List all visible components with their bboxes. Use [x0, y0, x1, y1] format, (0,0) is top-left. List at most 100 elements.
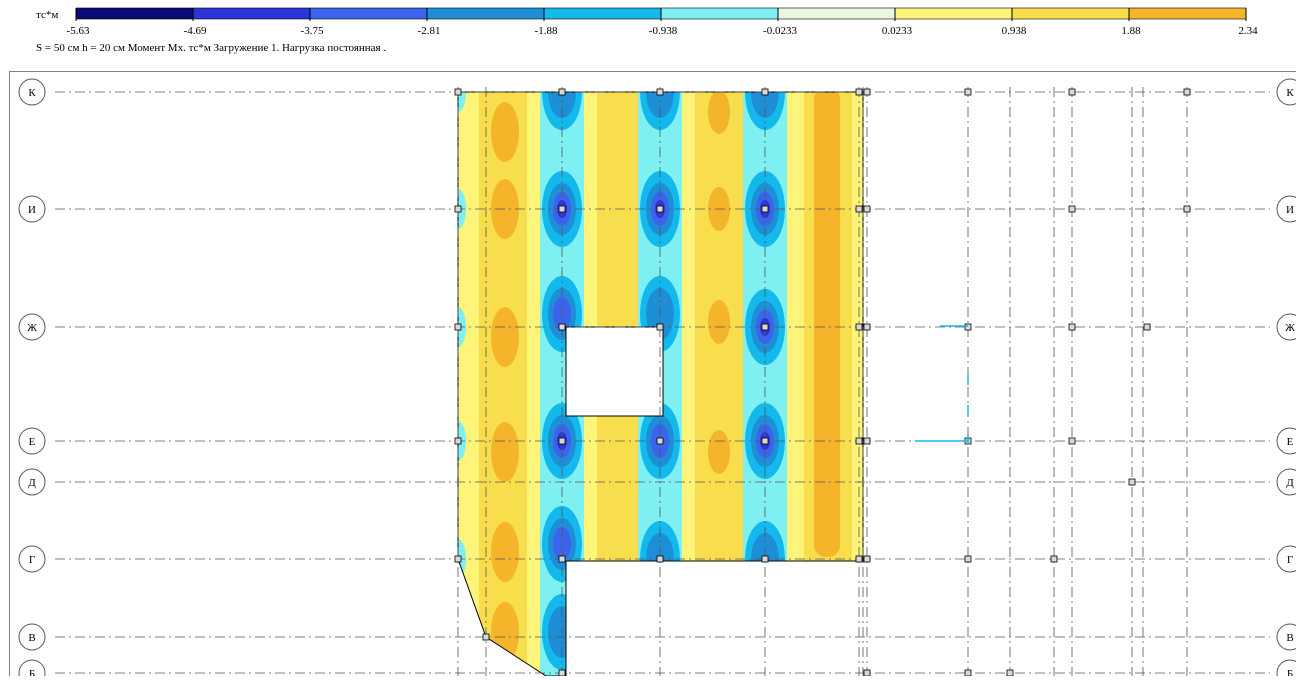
node-marker[interactable] — [964, 669, 972, 677]
axis-marker: В — [1276, 623, 1304, 651]
legend-tick-label: 0.0233 — [882, 25, 913, 37]
axis-marker: Б — [18, 659, 46, 681]
node-marker[interactable] — [855, 323, 863, 331]
node-marker[interactable] — [1068, 323, 1076, 331]
node-marker[interactable] — [454, 555, 462, 563]
node-marker[interactable] — [1068, 437, 1076, 445]
legend-tick-label: -2.81 — [418, 25, 441, 37]
legend-tick-label: -1.88 — [535, 25, 558, 37]
node-marker[interactable] — [964, 555, 972, 563]
row-axis-markers-left: К И Ж Е Д Г В Б — [18, 78, 46, 681]
node-marker[interactable] — [964, 323, 972, 331]
axis-marker: Е — [1276, 427, 1304, 455]
node-marker[interactable] — [454, 205, 462, 213]
node-marker[interactable] — [855, 88, 863, 96]
drawing-viewport[interactable]: К И Ж Е Д Г В Б К И Ж Е Д Г В Б — [9, 71, 1304, 681]
node-marker[interactable] — [863, 555, 871, 563]
node-marker[interactable] — [761, 323, 769, 331]
legend-color-box — [1011, 7, 1130, 20]
legend-color-box — [75, 7, 194, 20]
node-marker[interactable] — [863, 88, 871, 96]
color-scale-legend: тс*м -5.63 -4.69 -3.75 -2.81 -1.88 -0.938 -0.0… — [0, 0, 1305, 70]
node-marker[interactable] — [761, 437, 769, 445]
axis-marker: Б — [1276, 659, 1304, 681]
axis-label: Ж — [1285, 322, 1295, 334]
node-marker[interactable] — [761, 205, 769, 213]
axis-label: Е — [29, 436, 36, 448]
legend-color-box — [894, 7, 1013, 20]
axis-label: Д — [1286, 477, 1294, 489]
node-marker[interactable] — [558, 437, 566, 445]
legend-color-box — [1128, 7, 1247, 20]
axis-label: Ж — [27, 322, 37, 334]
node-marker[interactable] — [1068, 88, 1076, 96]
node-marker[interactable] — [558, 323, 566, 331]
axis-marker: И — [18, 195, 46, 223]
node-marker[interactable] — [855, 555, 863, 563]
node-marker[interactable] — [558, 88, 566, 96]
node-marker[interactable] — [656, 437, 664, 445]
axis-label: И — [1286, 204, 1294, 216]
node-marker[interactable] — [656, 88, 664, 96]
axis-marker: Д — [18, 468, 46, 496]
legend-color-box — [309, 7, 428, 20]
node-marker[interactable] — [454, 437, 462, 445]
node-marker[interactable] — [558, 205, 566, 213]
support-nodes — [454, 88, 1191, 677]
plan-drawing[interactable]: К И Ж Е Д Г В Б К И Ж Е Д Г В Б — [10, 72, 1304, 681]
axis-label: И — [28, 204, 36, 216]
node-marker[interactable] — [964, 88, 972, 96]
node-marker[interactable] — [1183, 88, 1191, 96]
row-axis-markers-right: К И Ж Е Д Г В Б — [1276, 78, 1304, 681]
axis-marker: Д — [1276, 468, 1304, 496]
node-marker[interactable] — [558, 669, 566, 677]
node-marker[interactable] — [863, 323, 871, 331]
node-marker[interactable] — [1128, 478, 1136, 486]
legend-color-box — [426, 7, 545, 20]
legend-color-box — [192, 7, 311, 20]
legend-tick-labels: -5.63 -4.69 -3.75 -2.81 -1.88 -0.938 -0.0233 0.… — [67, 25, 1259, 37]
node-marker[interactable] — [1068, 205, 1076, 213]
axis-label: Б — [29, 668, 35, 676]
node-marker[interactable] — [863, 669, 871, 677]
stray-marks — [915, 325, 969, 444]
node-marker[interactable] — [656, 555, 664, 563]
axis-marker: Ж — [18, 313, 46, 341]
legend-tick-label: -0.0233 — [763, 25, 797, 37]
node-marker[interactable] — [1183, 205, 1191, 213]
axis-label: В — [1286, 632, 1293, 644]
axis-marker: Г — [1276, 545, 1304, 573]
node-marker[interactable] — [1006, 669, 1014, 677]
legend-unit-label: тс*м — [36, 9, 58, 21]
node-marker[interactable] — [863, 205, 871, 213]
axis-label: Б — [1287, 668, 1293, 676]
legend-graphic: тс*м -5.63 -4.69 -3.75 -2.81 -1.88 -0.938 -0.0… — [36, 7, 1259, 54]
legend-color-box — [660, 7, 779, 20]
node-marker[interactable] — [761, 555, 769, 563]
node-marker[interactable] — [863, 437, 871, 445]
axis-marker: Е — [18, 427, 46, 455]
axis-label: Г — [1287, 554, 1293, 566]
node-marker[interactable] — [761, 88, 769, 96]
node-marker[interactable] — [454, 88, 462, 96]
node-marker[interactable] — [656, 323, 664, 331]
result-caption: S = 50 см h = 20 см Момент Mx. тс*м Загр… — [36, 42, 386, 54]
axis-label: К — [28, 87, 36, 99]
node-marker[interactable] — [558, 555, 566, 563]
axis-marker: К — [1276, 78, 1304, 106]
node-marker[interactable] — [1050, 555, 1058, 563]
legend-color-box — [777, 7, 896, 20]
legend-tick-label: 1.88 — [1121, 25, 1141, 37]
node-marker[interactable] — [482, 633, 490, 641]
axis-label: Г — [29, 554, 35, 566]
node-marker[interactable] — [454, 323, 462, 331]
axis-marker: Г — [18, 545, 46, 573]
legend-tick-label: 2.34 — [1238, 25, 1258, 37]
node-marker[interactable] — [855, 437, 863, 445]
axis-marker: И — [1276, 195, 1304, 223]
node-marker[interactable] — [656, 205, 664, 213]
node-marker[interactable] — [855, 205, 863, 213]
legend-tick-label: 0.938 — [1002, 25, 1027, 37]
node-marker[interactable] — [1143, 323, 1151, 331]
